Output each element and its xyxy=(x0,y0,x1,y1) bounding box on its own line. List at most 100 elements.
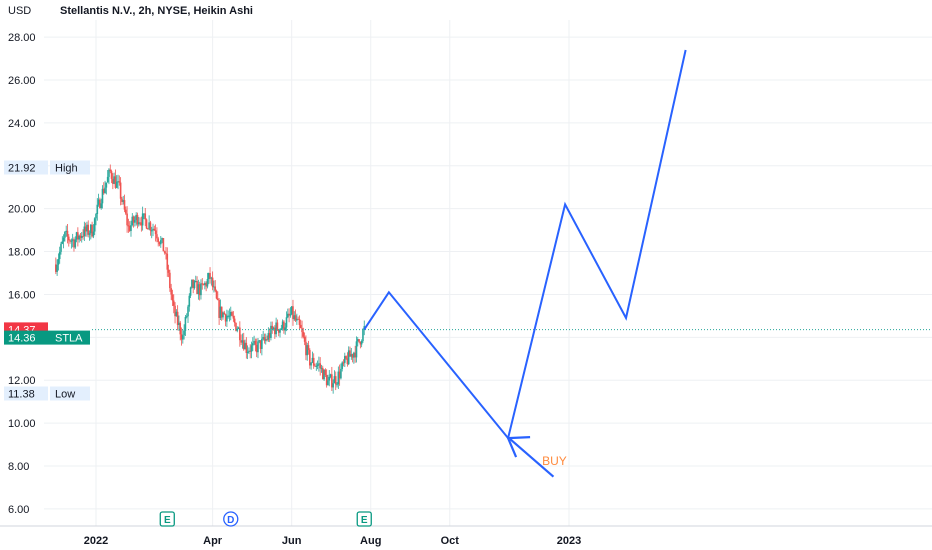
candle-up xyxy=(134,219,136,223)
candle-down xyxy=(67,236,70,241)
x-tick-label: Apr xyxy=(203,535,223,547)
candle-down xyxy=(274,327,276,335)
buy-arrow-shaft[interactable] xyxy=(509,438,555,478)
candle-down xyxy=(209,273,211,279)
candle-up xyxy=(280,328,283,330)
candle-up xyxy=(101,188,104,204)
candle-up xyxy=(182,335,184,340)
candle-down xyxy=(309,350,311,366)
candle-up xyxy=(257,341,259,353)
candle-up xyxy=(318,363,320,365)
candle-down xyxy=(180,334,183,340)
candle-down xyxy=(198,284,201,296)
candle-up xyxy=(175,311,178,317)
candle-up xyxy=(161,238,163,241)
candle-down xyxy=(127,225,130,227)
candle-down xyxy=(102,188,105,194)
candle-up xyxy=(333,376,336,384)
x-tick-label: Jun xyxy=(282,535,302,547)
candle-up xyxy=(289,314,292,316)
candle-up xyxy=(328,376,331,381)
candle-up xyxy=(353,352,355,358)
candle-up xyxy=(191,279,193,288)
candle-down xyxy=(112,178,114,184)
candle-down xyxy=(163,251,166,253)
candle-down xyxy=(319,363,321,369)
candle-up xyxy=(293,315,296,320)
candle-down xyxy=(110,171,113,179)
candle-up xyxy=(189,287,192,296)
candle-down xyxy=(255,344,258,353)
candle-down xyxy=(299,324,302,329)
candle-down xyxy=(118,181,121,183)
candle-up xyxy=(237,327,240,329)
high-price-tag-text: High xyxy=(55,163,78,175)
candle-down xyxy=(167,269,170,273)
candle-down xyxy=(136,214,139,225)
dividend-marker-label: D xyxy=(227,515,234,526)
candle-down xyxy=(144,213,147,220)
candle-down xyxy=(119,182,122,199)
last-price-tag-green-text: STLA xyxy=(55,333,83,345)
candle-down xyxy=(245,342,248,353)
candle-up xyxy=(61,241,64,244)
x-tick-label: 2022 xyxy=(84,535,108,547)
candle-down xyxy=(288,313,290,316)
candle-up xyxy=(71,239,74,241)
candle-down xyxy=(349,350,351,357)
candle-down xyxy=(149,222,152,231)
projection-line[interactable] xyxy=(363,49,687,441)
candle-down xyxy=(325,374,328,386)
candle-down xyxy=(338,371,341,379)
candle-up xyxy=(88,233,91,235)
candle-down xyxy=(172,300,175,306)
candle-down xyxy=(294,315,297,321)
y-tick-label: 18.00 xyxy=(8,247,36,259)
candle-up xyxy=(148,222,150,229)
candle-up xyxy=(337,371,340,385)
candle-down xyxy=(99,199,101,209)
candle-up xyxy=(286,313,289,318)
candle-down xyxy=(342,362,345,364)
candle-down xyxy=(235,322,237,331)
earnings-marker[interactable] xyxy=(159,511,175,527)
candle-up xyxy=(272,327,275,330)
candle-up xyxy=(227,315,229,317)
candle-down xyxy=(73,239,75,248)
candle-down xyxy=(165,252,167,254)
candle-up xyxy=(197,284,200,295)
earnings-marker-label: E xyxy=(164,515,171,526)
candle-up xyxy=(290,306,293,315)
candle-down xyxy=(254,340,257,345)
candle-up xyxy=(275,322,277,335)
candle-up xyxy=(327,380,329,386)
candle-down xyxy=(126,213,128,226)
candle-up xyxy=(135,214,137,220)
candle-down xyxy=(358,339,360,342)
candle-up xyxy=(60,243,62,252)
candle-up xyxy=(95,214,97,219)
candle-down xyxy=(292,306,294,320)
candle-down xyxy=(196,280,198,295)
candle-down xyxy=(125,209,127,214)
candle-down xyxy=(351,354,354,358)
dividend-marker[interactable] xyxy=(223,511,239,527)
last-price-tag-green: 14.36 STLA xyxy=(4,330,90,345)
candle-down xyxy=(298,319,301,325)
candle-down xyxy=(331,374,333,388)
candle-up xyxy=(219,306,222,318)
buy-arrow-head[interactable] xyxy=(506,435,531,458)
candle-up xyxy=(281,321,284,329)
candle-up xyxy=(75,232,78,240)
y-tick-label: 28.00 xyxy=(8,32,36,44)
candle-down xyxy=(153,228,156,231)
candle-up xyxy=(70,240,73,242)
candle-up xyxy=(332,383,334,388)
earnings-marker[interactable] xyxy=(356,511,372,527)
candle-up xyxy=(115,181,118,188)
candle-up xyxy=(185,316,188,318)
candle-down xyxy=(314,365,316,367)
candle-up xyxy=(206,279,209,287)
candle-up xyxy=(204,282,206,286)
